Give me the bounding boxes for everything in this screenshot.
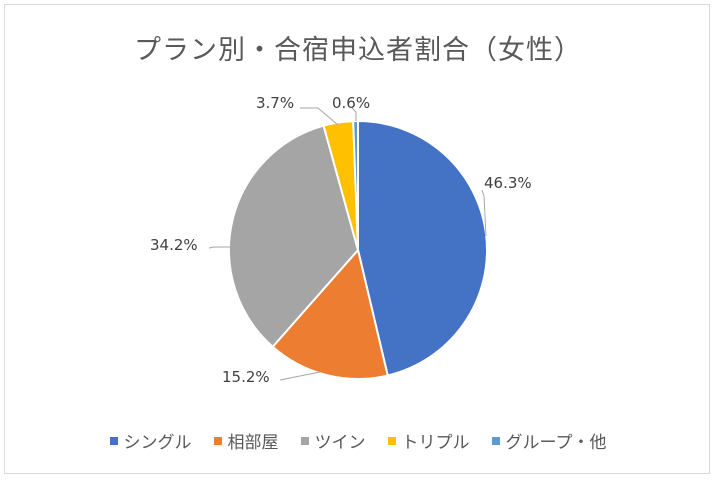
legend-swatch-0 xyxy=(109,436,118,445)
data-label-3: 3.7% xyxy=(256,94,294,112)
leader-line-1 xyxy=(279,371,321,381)
legend-label-2: ツイン xyxy=(314,433,366,453)
legend-label-1: 相部屋 xyxy=(227,433,279,453)
data-label-2: 34.2% xyxy=(150,236,198,254)
legend-item-1: 相部屋 xyxy=(213,428,279,453)
legend-swatch-2 xyxy=(300,436,309,445)
pie-slice-2 xyxy=(228,124,360,349)
leader-line-3 xyxy=(300,107,339,126)
leader-line-2 xyxy=(208,246,232,249)
chart-title: プラン別・合宿申込者割合（女性） xyxy=(134,35,582,66)
legend-swatch-4 xyxy=(491,436,500,445)
legend-item-3: トリプル xyxy=(387,428,470,453)
leader-line-0 xyxy=(481,189,487,237)
data-label-1: 15.2% xyxy=(222,368,270,386)
pie-slice-4 xyxy=(352,119,359,251)
legend-item-0: シングル xyxy=(109,428,192,453)
data-label-4: 0.6% xyxy=(332,94,370,112)
pie-slice-1 xyxy=(271,247,389,380)
legend-swatch-3 xyxy=(387,436,396,445)
legend-label-0: シングル xyxy=(123,433,192,453)
legend-item-4: グループ・他 xyxy=(491,428,607,453)
legend-label-4: グループ・他 xyxy=(505,433,607,453)
legend-label-3: トリプル xyxy=(401,433,470,453)
leader-line-4 xyxy=(351,107,357,121)
legend-swatch-1 xyxy=(213,436,222,445)
chart-legend: シングル 相部屋 ツイン トリプル グループ・他 xyxy=(0,428,716,453)
legend-item-2: ツイン xyxy=(300,428,366,453)
data-label-0: 46.3% xyxy=(484,174,532,192)
